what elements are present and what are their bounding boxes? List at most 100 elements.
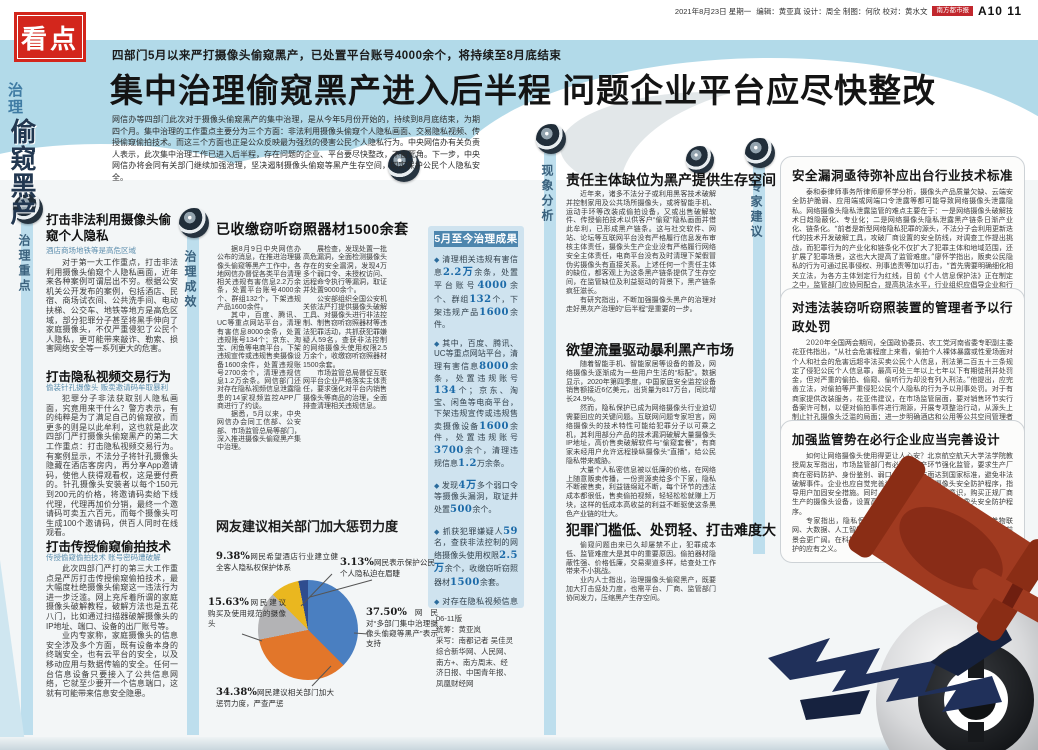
paragraph: 对于第一大工作重点，打击非法利用摄像头偷窥个人隐私画面，近年来各种案例可谓层出不…: [46, 258, 178, 354]
pie-pct: 37.50%: [366, 607, 407, 618]
results-item: 对存在隐私视频信息泄露隐患的14家视频监控APP厂商进行了约谈。: [434, 597, 518, 608]
lens-shutter: [968, 722, 984, 742]
bottom-edge-strip: [0, 737, 1038, 750]
col1-section2-sub: 偷装针孔摄像头 贩卖邀请码牟取暴利: [46, 383, 169, 392]
col2-headline: 已收缴窃听窃照器材1500余套: [216, 221, 409, 237]
paragraph: 此次四部门严打的第三大工作重点是严厉打击传授偷窥偷拍技术，最大幅度杜绝摄像头偷窥…: [46, 564, 178, 631]
masthead-big: 偷窥黑产: [7, 118, 37, 226]
vertical-masthead: 治理 偷窥黑产: [4, 82, 44, 226]
paragraph: 有研究指出，不断加强摄像头黑产的治理对走好黑灰产治理的“后半程”是重要的一步。: [566, 296, 716, 313]
camera-lens-icon: [536, 124, 566, 154]
col1-section1-body: 对于第一大工作重点，打击非法利用摄像头偷窥个人隐私画面，近年来各种案例可谓层出不…: [46, 258, 178, 354]
expert-box-3: 加强监管势在必行企业应当完善设计 如何让网络摄像头使用得更让人心安？北京航空航天…: [780, 420, 1025, 564]
main-headline: 集中治理偷窥黑产进入后半程 问题企业平台应尽快整改: [110, 72, 937, 109]
paper-badge: 南方都市报: [932, 6, 973, 16]
pie-pct: 9.38%: [216, 551, 250, 562]
column4-label: 专家建议: [749, 180, 763, 240]
col3-section1-body: 近年来，诸多不法分子或利用黑客技术破解并控制家用及公共场所摄像头，或将智能手机、…: [566, 191, 716, 314]
expert-box-1-head: 安全漏洞亟待弥补应出台行业技术标准: [792, 169, 1014, 183]
page-meta: 2021年8月23日 星期一 编辑：黄亚真 设计：周全 制图：何欣 校对：黄水文…: [0, 4, 1022, 18]
results-item: 其中，百度、腾讯、UC等重点网站平台，清理有害信息8000余条，处置违规账号13…: [434, 339, 518, 471]
intro-paragraph: 网信办等四部门此次对于摄像头偷窥黑产的集中治理，是从今年5月份开始的，持续到8月…: [112, 115, 480, 182]
pie-desc: 网民建议相关部门加大惩罚力度，严查严惩: [216, 688, 334, 708]
date-line: 2021年8月23日 星期一: [674, 6, 752, 16]
section-tag: 看点: [14, 12, 86, 62]
camera-lens-icon: [13, 194, 43, 224]
pie-pct: 3.13%: [340, 557, 374, 568]
paragraph: 近年来，诸多不法分子或利用黑客技术破解并控制家用及公共场所摄像头，或将智能手机、…: [566, 191, 716, 295]
pie-label-15-63: 15.63%网民建议购买及使用规范的摄像头: [208, 596, 286, 629]
results-box: 5月至今治理成果 清理相关违规有害信息2.2万余条，处置平台账号4000余个、群…: [428, 226, 524, 608]
paragraph: 业内人士指出，治理摄像头偷窥黑产，既要加大打击惩处力度，也需平台、厂商、监管部门…: [566, 577, 716, 602]
expert-box-3-head: 加强监管势在必行企业应当完善设计: [792, 433, 1001, 447]
camera-lens-icon: [179, 208, 209, 238]
paragraph: 公安部组织全国公安机关依法严打提供摄像头破解工具、对摄像头进行非法控制、制售窃听…: [303, 295, 387, 369]
pie-chart: [258, 580, 358, 680]
pie-label-37-50: 37.50%网民对“多部门集中治理摄像头偷窥等黑产”表示支持: [366, 606, 438, 648]
paragraph: 专家指出，隐私保护与数字化发展不是一对“反义词”。随着物联网、大数据、人工智能等…: [792, 517, 1013, 553]
pie-desc: 网民希望酒店行业建立健全客人隐私权保护体系: [216, 552, 338, 572]
lens-inner-ring: [918, 642, 1034, 750]
masthead-small: 治理: [6, 82, 23, 116]
column2-label: 治理成效: [183, 250, 197, 310]
col1-section3-head: 打击传授偷窥偷拍技术: [46, 540, 172, 554]
column3-label: 现象分析: [540, 164, 554, 224]
col1-section2-head: 打击隐私视频交易行为: [46, 370, 172, 384]
section-tag-label: 看点: [20, 23, 79, 54]
paragraph: 偷窥问题由来已久却屡禁不止，犯罪成本低、监管难度大是其中的重要原因。偷拍器材隐蔽…: [566, 542, 716, 576]
col1-section1-sub: 酒店商场地铁等是高危区域: [46, 246, 136, 255]
col1-section1-head: 打击非法利用摄像头偷窥个人隐私: [46, 213, 172, 244]
staff-line: 编辑：黄亚真 设计：周全 制图：何欣 校对：黄水文: [756, 6, 928, 16]
results-item: 发现4万多个弱口令等摄像头漏洞，取证并处置500余个。: [434, 479, 518, 517]
pie-desc: 网民建议购买及使用规范的摄像头: [208, 598, 286, 628]
results-item: 清理相关违规有害信息2.2万余条，处置平台账号4000余个、群组132个，下架违…: [434, 255, 518, 331]
pie-label-9-38: 9.38%网民希望酒店行业建立健全客人隐私权保护体系: [216, 550, 338, 573]
lens-shutter: [968, 658, 984, 678]
expert-box-2-head: 对违法装窃听窃照装置的管理者予以行政处罚: [792, 301, 1014, 334]
camera-lens-illustration: [876, 600, 1038, 750]
col3-section2-body: 随着智能手机、智能家居等设备的普及，网络摄像头逐渐成为一些用户生活的“标配”。数…: [566, 361, 716, 520]
paragraph: 其中，百度、腾讯、UC等重点网站平台，清理有害信息8000余条，处置违规账号13…: [217, 312, 301, 410]
paragraph: 业内专家称，家庭摄像头的信息安全涉及多个方面，既有设备本身的终端安全，也有云平台…: [46, 631, 178, 698]
column4-strip: [753, 142, 765, 554]
col3-section3-head: 犯罪门槛低、处罚轻、打击难度大: [566, 522, 776, 538]
paragraph: 犯罪分子非法获取别人隐私画面，究竟用来干什么？警方表示，有的纯粹是为了满足自己的…: [46, 394, 178, 538]
paragraph: 据悉，5月以来，中央网信办会同工信部、公安部、市场监管总局等部门，深入推进摄像头…: [217, 411, 301, 451]
pie-desc: 网民表示保护公民个人隐私迫在眉睫: [340, 558, 435, 578]
paragraph: 随着智能手机、智能家居等设备的普及，网络摄像头逐渐成为一些用户生活的“标配”。数…: [566, 361, 716, 404]
paragraph: 然而，隐私保护已成为网络摄像头行业迫切需要回应的关键问题。互联网问题专家坦言，网…: [566, 405, 716, 465]
paragraph: 据8月9日中央网信办公布的消息，在推进治理摄像头偷窥等黑产工作中，各地网信办督促…: [217, 246, 301, 311]
column2-strip: [187, 212, 199, 735]
top-white-band: [0, 0, 1038, 40]
col3-section2-head: 欲望流量驱动暴利黑产市场: [566, 342, 734, 358]
results-item: 抓获犯罪嫌疑人59名，查获非法控制的网络摄像头使用权限2.5万余个，收缴窃听窃照…: [434, 525, 518, 590]
camera-lens-icon: [388, 150, 420, 182]
col3-section3-body: 偷窥问题由来已久却屡禁不止，犯罪成本低、监管难度大是其中的重要原因。偷拍器材隐蔽…: [566, 542, 716, 604]
paragraph: 大量个人私密信息被以低廉的价格，在网络上随意贩卖传播，一份资源卖给多个下家，隐私…: [566, 466, 716, 518]
page-number: A10 11: [977, 4, 1022, 18]
results-box-title: 5月至今治理成果: [434, 231, 518, 247]
col3-section1-head: 责任主体缺位为黑产提供生存空间: [566, 172, 776, 188]
pie-pct: 34.38%: [216, 687, 257, 698]
col1-section3-sub: 传授偷窥偷拍技术 账号密码遭破解: [46, 553, 161, 562]
column3-strip: [544, 128, 556, 735]
pie-pct: 15.63%: [208, 597, 249, 608]
pie-label-3-13: 3.13%网民表示保护公民个人隐私迫在眉睫: [340, 556, 435, 579]
paragraph: 展检查，发现处置一批高危漏洞，全面检测摄像头存在的安全漏洞，发现4万多个弱口令、…: [303, 246, 387, 295]
col1-section2-body: 犯罪分子非法获取别人隐私画面，究竟用来干什么？警方表示，有的纯粹是为了满足自己的…: [46, 394, 178, 538]
survey-title: 网友建议相关部门加大惩罚力度: [216, 519, 399, 534]
paragraph: 市场监管总局督促互联网平台企业严格落实主体责任，要求强化对平台内销售摄像头等商品…: [303, 369, 387, 410]
column1-strip: [21, 198, 33, 735]
lens-pupil: [956, 680, 996, 720]
kicker: 四部门5月以来严打摄像头偷窥黑产，已处置平台账号4000余个，将持续至8月底结束: [112, 50, 562, 62]
camera-lens-icon: [745, 138, 775, 168]
col1-section3-body: 此次四部门严打的第三大工作重点是严厉打击传授偷窥偷拍技术，最大幅度杜绝摄像头偷窥…: [46, 564, 178, 698]
column1-label: 治理重点: [17, 234, 31, 294]
pie-label-34-38: 34.38%网民建议相关部门加大惩罚力度，严查严惩: [216, 686, 334, 709]
results-list: 清理相关违规有害信息2.2万余条，处置平台账号4000余个、群组132个，下架违…: [434, 255, 518, 608]
paragraph: 如何让网络摄像头使用得更让人心安？北京航空航天大学法学院教授周友军指出，市场监管…: [792, 452, 1013, 516]
col2-subcolumn-a: 据8月9日中央网信办公布的消息，在推进治理摄像头偷窥等黑产工作中，各地网信办督促…: [217, 246, 301, 452]
camera-lens-icon: [686, 146, 714, 174]
col2-subcolumn-b: 展检查，发现处置一批高危漏洞，全面检测摄像头存在的安全漏洞，发现4万多个弱口令、…: [303, 246, 387, 411]
